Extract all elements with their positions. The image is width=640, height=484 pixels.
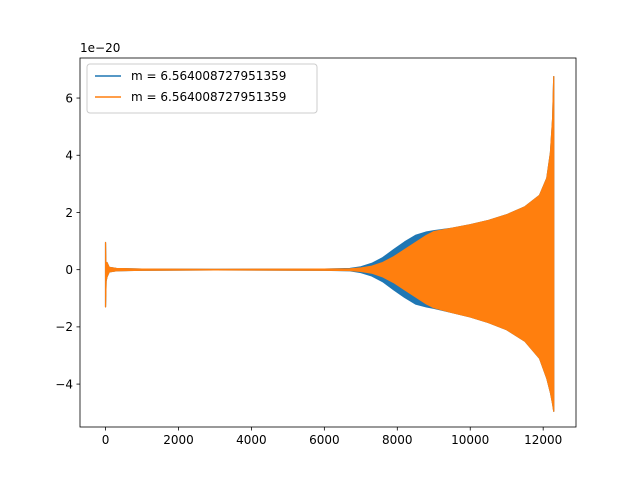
x-tick-label-0: 0 (102, 433, 110, 447)
y-tick-label-1: −2 (55, 320, 73, 334)
legend: m = 6.564008727951359 m = 6.564008727951… (86, 63, 318, 114)
axes-frame (79, 57, 577, 428)
y-tick-label-5: 6 (65, 91, 73, 105)
y-offset-text: 1e−20 (80, 41, 120, 55)
y-tick-label-2: 0 (65, 263, 73, 277)
plot-area (104, 75, 555, 412)
x-tick-label-3: 6000 (309, 433, 340, 447)
legend-label-0: m = 6.564008727951359 (131, 69, 286, 83)
legend-frame (86, 63, 318, 114)
axes: 0 2000 4000 6000 8000 10000 12000 −4 −2 0 2 4 6 (55, 57, 577, 447)
x-tick-label-5: 10000 (451, 433, 489, 447)
series-group (104, 75, 555, 412)
y-tick-label-0: −4 (55, 377, 73, 391)
series-1-band (104, 75, 555, 412)
x-tick-label-4: 8000 (382, 433, 413, 447)
x-tick-label-1: 2000 (163, 433, 194, 447)
x-tick-label-2: 4000 (236, 433, 267, 447)
legend-label-1: m = 6.564008727951359 (131, 90, 286, 104)
x-tick-label-6: 12000 (524, 433, 562, 447)
y-tick-label-4: 4 (65, 149, 73, 163)
y-tick-label-3: 2 (65, 206, 73, 220)
